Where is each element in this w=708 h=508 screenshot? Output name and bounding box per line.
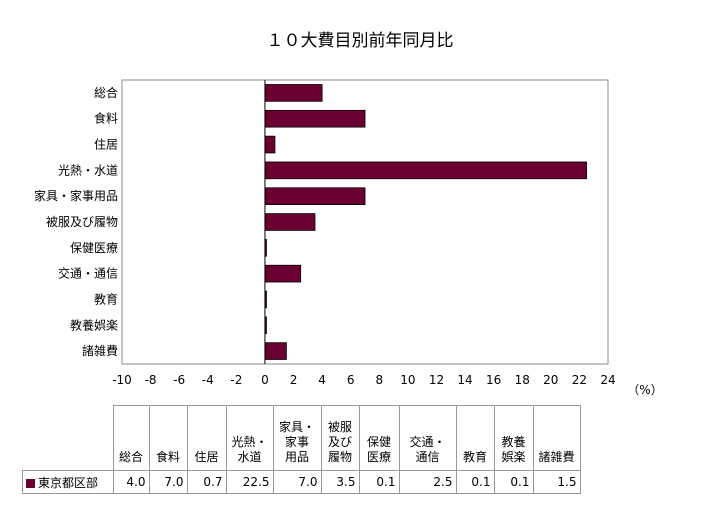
category-label: 交通・通信	[58, 266, 118, 281]
table-header: 教養 娯楽	[493, 405, 534, 471]
x-tick-label: 20	[543, 373, 558, 387]
series-label-cell: 東京都区部	[22, 470, 114, 494]
table-row: 東京都区部 4.0 7.0 0.7 22.5 7.0 3.5 0.1 2.5 0.1 0.1 1.5	[22, 470, 581, 494]
table-value: 7.0	[272, 470, 322, 494]
bar	[264, 135, 276, 154]
category-label: 教育	[94, 291, 118, 306]
x-tick-label: -10	[112, 373, 132, 387]
category-label: 住居	[94, 138, 118, 152]
table-value: 2.5	[398, 470, 457, 494]
category-label: 保健医療	[70, 241, 118, 255]
x-tick-label: 18	[515, 373, 530, 387]
table-value: 0.1	[455, 470, 495, 494]
x-tick-label: 8	[375, 373, 383, 387]
table-header: 被服 及び 履物	[320, 405, 360, 471]
table-header: 教育	[455, 405, 495, 471]
table-header: 家具・ 家事 用品	[272, 405, 322, 471]
table-header: 交通・ 通信	[398, 405, 457, 471]
table-value: 22.5	[225, 470, 274, 494]
table-header: 諸雑費	[532, 405, 581, 471]
x-tick-label: 16	[486, 373, 501, 387]
category-label: 食料	[94, 111, 118, 126]
table-header: 光熱・ 水道	[225, 405, 274, 471]
table-value: 7.0	[148, 470, 188, 494]
legend-swatch	[26, 478, 35, 488]
table-header: 保健 医療	[358, 405, 400, 471]
category-label: 教養娯楽	[70, 317, 118, 332]
category-label: 被服及び履物	[46, 215, 118, 229]
x-tick-label: 12	[429, 373, 444, 387]
x-tick-label: 22	[572, 373, 587, 387]
table-value: 0.1	[493, 470, 534, 494]
table-value: 0.1	[358, 470, 400, 494]
x-tick-label: 4	[318, 373, 326, 387]
category-label: 総合	[94, 85, 118, 100]
bar	[264, 109, 366, 128]
table-value: 1.5	[532, 470, 581, 494]
table-header: 住居	[186, 405, 227, 471]
x-tick-label: 24	[600, 373, 615, 387]
plot-area	[121, 79, 609, 365]
x-tick-label: -2	[230, 373, 242, 387]
bar	[264, 161, 587, 180]
x-tick-label: -8	[145, 373, 157, 387]
table-value: 4.0	[112, 470, 150, 494]
category-label: 諸雑費	[82, 343, 118, 358]
chart-title: １０大費目別前年同月比	[267, 31, 454, 51]
category-label: 光熱・水道	[58, 163, 118, 177]
x-tick-label: -6	[173, 373, 185, 387]
table-header: 食料	[148, 405, 188, 471]
x-tick-label: 0	[261, 373, 269, 387]
bar	[264, 84, 323, 102]
table-value: 3.5	[320, 470, 360, 494]
x-tick-label: 10	[400, 373, 415, 387]
data-table: 総合 食料 住居 光熱・ 水道 家具・ 家事 用品 被服 及び 履物 保健 医療 交通・ 通信…	[22, 405, 581, 494]
table-header: 総合	[112, 405, 150, 471]
bar	[264, 342, 287, 360]
category-label: 家具・家事用品	[34, 188, 118, 203]
table-corner	[22, 405, 114, 471]
bar	[264, 213, 316, 231]
x-tick-label: -4	[202, 373, 214, 387]
bar	[264, 264, 302, 283]
x-tick-label: 6	[347, 373, 355, 387]
table-value: 0.7	[186, 470, 227, 494]
x-tick-label: 2	[290, 373, 298, 387]
x-tick-label: 14	[457, 373, 472, 387]
bar	[264, 187, 366, 205]
series-name: 東京都区部	[38, 475, 99, 490]
x-unit-label: （%）	[627, 383, 662, 397]
